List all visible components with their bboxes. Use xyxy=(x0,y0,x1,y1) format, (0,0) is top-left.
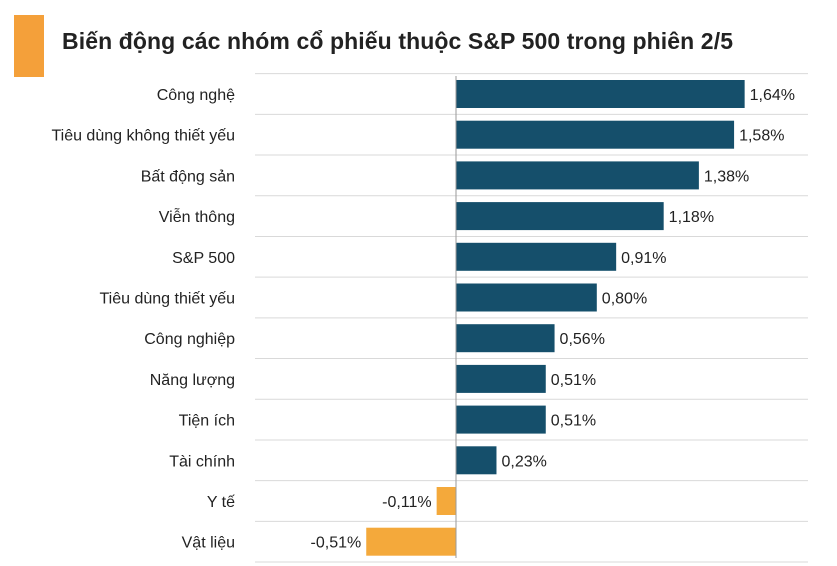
data-label: -0,51% xyxy=(311,535,362,552)
data-label: 1,18% xyxy=(669,209,714,226)
bar xyxy=(366,527,456,556)
category-label: Vật liệu xyxy=(182,535,235,552)
bar xyxy=(456,446,497,475)
bar xyxy=(436,487,456,515)
category-label: Năng lượng xyxy=(150,372,235,389)
category-label: S&P 500 xyxy=(172,250,235,267)
data-label: 0,56% xyxy=(560,331,605,348)
data-label: 1,58% xyxy=(739,128,784,145)
category-label: Tiện ích xyxy=(179,413,235,430)
data-label: 0,23% xyxy=(501,453,546,470)
bar xyxy=(456,364,546,393)
data-label: 0,80% xyxy=(602,291,647,308)
bar xyxy=(456,120,735,149)
chart-title: Biến động các nhóm cổ phiếu thuộc S&P 50… xyxy=(62,28,734,54)
bar xyxy=(456,202,664,231)
data-label: 0,51% xyxy=(551,372,596,389)
bar xyxy=(456,283,597,312)
bar xyxy=(456,161,699,190)
data-label: 1,64% xyxy=(750,87,795,104)
title-accent-bar xyxy=(14,15,44,77)
bar xyxy=(456,242,617,271)
category-label: Y tế xyxy=(207,494,235,511)
bar xyxy=(456,80,745,108)
category-label: Tài chính xyxy=(169,453,235,470)
data-label: 0,51% xyxy=(551,413,596,430)
bar xyxy=(456,405,546,434)
category-label: Viễn thông xyxy=(159,207,235,226)
category-label: Bất động sản xyxy=(141,168,235,185)
category-label: Công nghệ xyxy=(157,87,235,104)
data-label: 0,91% xyxy=(621,250,666,267)
data-label: 1,38% xyxy=(704,168,749,185)
category-label: Tiêu dùng thiết yếu xyxy=(100,291,236,308)
data-label: -0,11% xyxy=(382,494,432,511)
category-label: Công nghiệp xyxy=(144,331,235,348)
category-label: Tiêu dùng không thiết yếu xyxy=(51,128,235,145)
bar xyxy=(456,324,555,353)
